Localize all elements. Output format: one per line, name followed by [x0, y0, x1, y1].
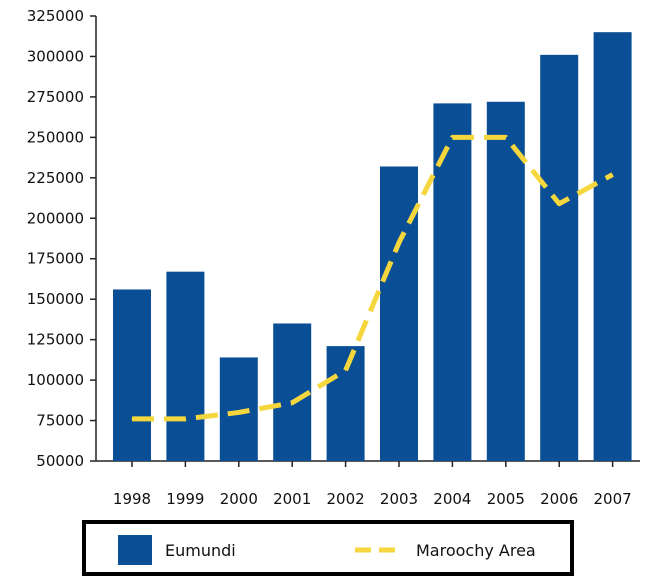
point-maroochy-area-1998 — [131, 418, 133, 420]
line-maroochy-area — [131, 134, 614, 422]
y-tick-label: 150000 — [27, 290, 84, 308]
legend-label-maroochy-area: Maroochy Area — [416, 541, 536, 560]
point-maroochy-area-2000 — [238, 411, 240, 413]
y-tick-label: 275000 — [27, 88, 84, 106]
bar-eumundi-2005 — [486, 101, 525, 461]
point-maroochy-area-2005 — [505, 136, 507, 138]
legend-label-eumundi: Eumundi — [165, 541, 236, 560]
y-tick-label: 75000 — [36, 412, 84, 430]
y-tick-label: 100000 — [27, 371, 84, 389]
x-tick-label: 2005 — [487, 490, 525, 508]
y-tick-label: 175000 — [27, 250, 84, 268]
bar-eumundi-2000 — [219, 357, 258, 461]
x-tick-label: 2003 — [380, 490, 418, 508]
x-tick-label: 2000 — [220, 490, 258, 508]
point-maroochy-area-2003 — [398, 242, 400, 244]
y-tick-label: 325000 — [27, 7, 84, 25]
x-tick-label: 1998 — [113, 490, 151, 508]
bar-eumundi-1999 — [166, 271, 205, 461]
x-tick-label: 2002 — [327, 490, 365, 508]
bar-eumundi-1998 — [113, 289, 151, 461]
legend-swatch-eumundi — [118, 535, 152, 565]
bars-eumundi — [113, 32, 632, 461]
x-axis: 1998 1999 2000 2001 2002 2003 2004 2005 2006 2007 — [96, 460, 640, 508]
point-maroochy-area-2002 — [345, 369, 347, 371]
legend: Eumundi Maroochy Area — [82, 520, 574, 576]
point-maroochy-area-2007 — [612, 174, 614, 176]
point-maroochy-area-2006 — [558, 203, 560, 205]
x-tick-label: 2001 — [273, 490, 311, 508]
y-tick-label: 300000 — [27, 47, 84, 65]
series-line-maroochy-area — [132, 134, 614, 422]
x-tick-label: 2004 — [433, 490, 471, 508]
bar-eumundi-2002 — [326, 346, 365, 461]
bar-eumundi-2006 — [540, 54, 579, 461]
y-tick-label: 225000 — [27, 169, 84, 187]
bar-eumundi-2003 — [380, 166, 418, 461]
y-tick-label: 125000 — [27, 331, 84, 349]
y-axis: 50000 75000 100000 125000 150000 175000 200000… — [27, 7, 97, 470]
point-maroochy-area-2001 — [291, 402, 293, 404]
y-tick-label: 50000 — [36, 452, 84, 470]
y-tick-label: 200000 — [27, 209, 84, 227]
point-maroochy-area-1999 — [184, 418, 186, 420]
bar-eumundi-2007 — [593, 32, 632, 461]
x-tick-label: 2007 — [594, 490, 632, 508]
legend-frame — [82, 520, 574, 576]
point-maroochy-area-2004 — [451, 136, 453, 138]
bar-eumundi-2004 — [433, 103, 472, 461]
x-tick-label: 1999 — [166, 490, 204, 508]
x-tick-label: 2006 — [540, 490, 578, 508]
y-tick-label: 250000 — [27, 128, 84, 146]
